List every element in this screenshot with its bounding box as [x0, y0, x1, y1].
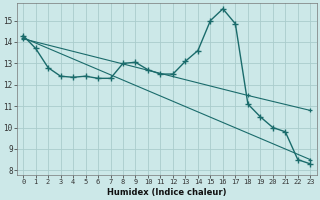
X-axis label: Humidex (Indice chaleur): Humidex (Indice chaleur): [107, 188, 227, 197]
